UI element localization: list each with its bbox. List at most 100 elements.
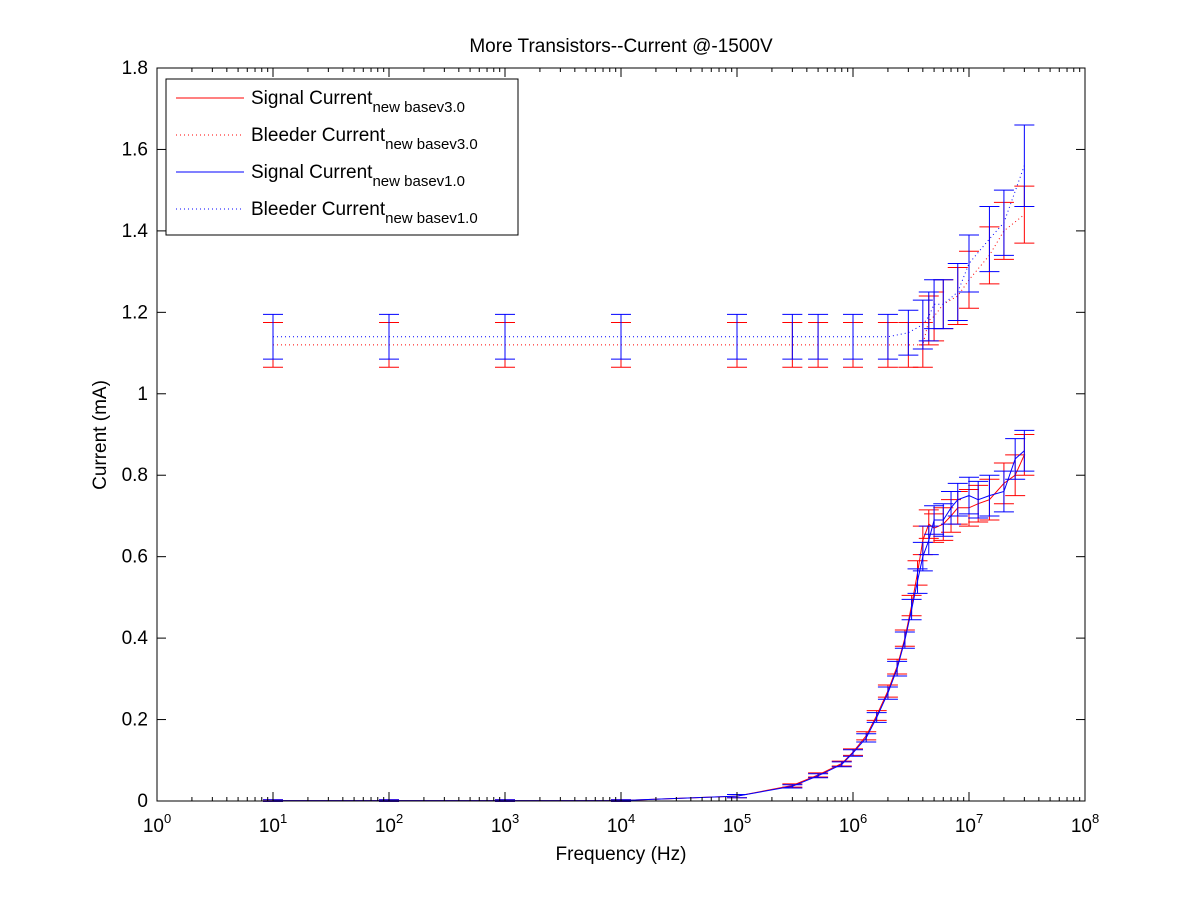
legend-label-subscript: new basev3.0 [385, 136, 478, 153]
error-bar [877, 686, 898, 700]
error-bar [887, 660, 908, 677]
legend-label: Bleeder Currentnew basev1.0 [251, 199, 478, 227]
legend-label: Signal Currentnew basev1.0 [251, 162, 465, 190]
error-bar [918, 525, 939, 556]
x-tick-label-exponent: 1 [280, 811, 287, 826]
error-bar [959, 476, 979, 515]
x-tick-label-exponent: 5 [744, 811, 751, 826]
x-tick-label-base: 10 [491, 816, 512, 837]
error-bar [933, 279, 954, 330]
x-tick-labels: 100 101 102 103 104 105 106 107 108 [143, 811, 1099, 837]
series-layer [263, 124, 1035, 802]
error-bar [907, 568, 928, 594]
y-tick-label: 1.2 [122, 302, 148, 323]
error-bar [912, 541, 933, 572]
x-tick-label: 101 [259, 811, 287, 837]
x-tick-label-exponent: 3 [512, 811, 519, 826]
legend-label-name: Signal Current [251, 162, 373, 183]
y-tick-label: 0.6 [122, 547, 148, 568]
legend-label-name: Signal Current [251, 88, 373, 109]
error-bar [495, 313, 515, 360]
x-tick-label-base: 10 [839, 816, 860, 837]
x-tick-label-exponent: 7 [976, 811, 983, 826]
x-tick-label: 103 [491, 811, 519, 837]
error-bar [933, 503, 954, 537]
error-bar [993, 189, 1014, 256]
x-tick-label-base: 10 [143, 816, 164, 837]
error-bar [727, 313, 747, 360]
legend-label-subscript: new basev1.0 [372, 173, 465, 190]
error-bar [782, 313, 803, 360]
x-tick-label: 107 [955, 811, 983, 837]
x-tick-label-exponent: 4 [628, 811, 635, 826]
error-bar [959, 234, 979, 293]
y-tick-labels: 0 0.2 0.4 0.6 0.8 1 1.2 1.4 1.6 1.8 [122, 58, 149, 812]
error-bar [918, 291, 939, 342]
x-tick-label-exponent: 2 [396, 811, 403, 826]
error-bar [843, 749, 863, 757]
error-bar [1014, 429, 1035, 472]
error-bar [979, 205, 1000, 273]
x-tick-label-base: 10 [1071, 816, 1092, 837]
series-2 [263, 429, 1035, 802]
legend-label-subscript: new basev1.0 [385, 210, 478, 227]
error-bar [831, 761, 852, 768]
error-bar [924, 505, 945, 535]
x-tick-label-base: 10 [375, 816, 396, 837]
x-tick-label-exponent: 6 [860, 811, 867, 826]
error-bar [968, 480, 989, 519]
y-tick-label: 1.6 [122, 139, 148, 160]
x-tick-label-base: 10 [723, 816, 744, 837]
legend-label: Bleeder Currentnew basev3.0 [251, 125, 478, 153]
x-tick-label: 106 [839, 811, 867, 837]
x-tick-label-exponent: 0 [164, 811, 171, 826]
error-bar [843, 313, 863, 360]
legend-label: Signal Currentnew basev3.0 [251, 88, 465, 116]
x-tick-label-base: 10 [607, 816, 628, 837]
chart-title: More Transistors--Current @-1500V [469, 36, 773, 57]
x-tick-label: 108 [1071, 811, 1099, 837]
x-tick-label: 102 [375, 811, 403, 837]
error-bar [877, 313, 898, 360]
error-bar [993, 470, 1014, 513]
error-bar [611, 313, 631, 360]
y-tick-label: 0.2 [122, 710, 148, 731]
error-bar [901, 598, 922, 621]
error-bar [1005, 438, 1026, 480]
legend-label-name: Bleeder Current [251, 199, 386, 220]
x-tick-label-exponent: 8 [1092, 811, 1099, 826]
y-axis-label: Current (mA) [90, 380, 111, 490]
error-bar [894, 631, 915, 649]
y-tick-label: 1.4 [122, 221, 149, 242]
error-bar [263, 313, 283, 360]
y-tick-label: 0.4 [122, 628, 149, 649]
series-line [273, 450, 1025, 802]
error-bar [856, 733, 877, 743]
error-bar [947, 262, 968, 321]
error-bar [808, 313, 829, 360]
series-3 [263, 124, 1035, 360]
error-bar [782, 784, 803, 789]
x-tick-label: 104 [607, 811, 635, 837]
x-axis-label: Frequency (Hz) [556, 844, 687, 865]
legend-label-subscript: new basev3.0 [372, 99, 465, 116]
error-bar [379, 313, 399, 360]
x-tick-label: 100 [143, 811, 171, 837]
error-bar [979, 474, 1000, 517]
y-tick-label: 1 [137, 384, 148, 405]
x-tick-label-base: 10 [955, 816, 976, 837]
y-tick-label: 0.8 [122, 465, 148, 486]
x-tick-label-base: 10 [259, 816, 280, 837]
error-bar [866, 712, 887, 723]
tick-marks [156, 67, 1086, 802]
error-bar [947, 482, 968, 517]
x-tick-label: 105 [723, 811, 751, 837]
legend-label-name: Bleeder Current [251, 125, 386, 146]
y-tick-label: 0 [137, 791, 148, 812]
error-bar [898, 309, 919, 356]
error-bar [1014, 124, 1035, 207]
error-bar [808, 773, 829, 779]
y-tick-label: 1.8 [122, 58, 148, 79]
